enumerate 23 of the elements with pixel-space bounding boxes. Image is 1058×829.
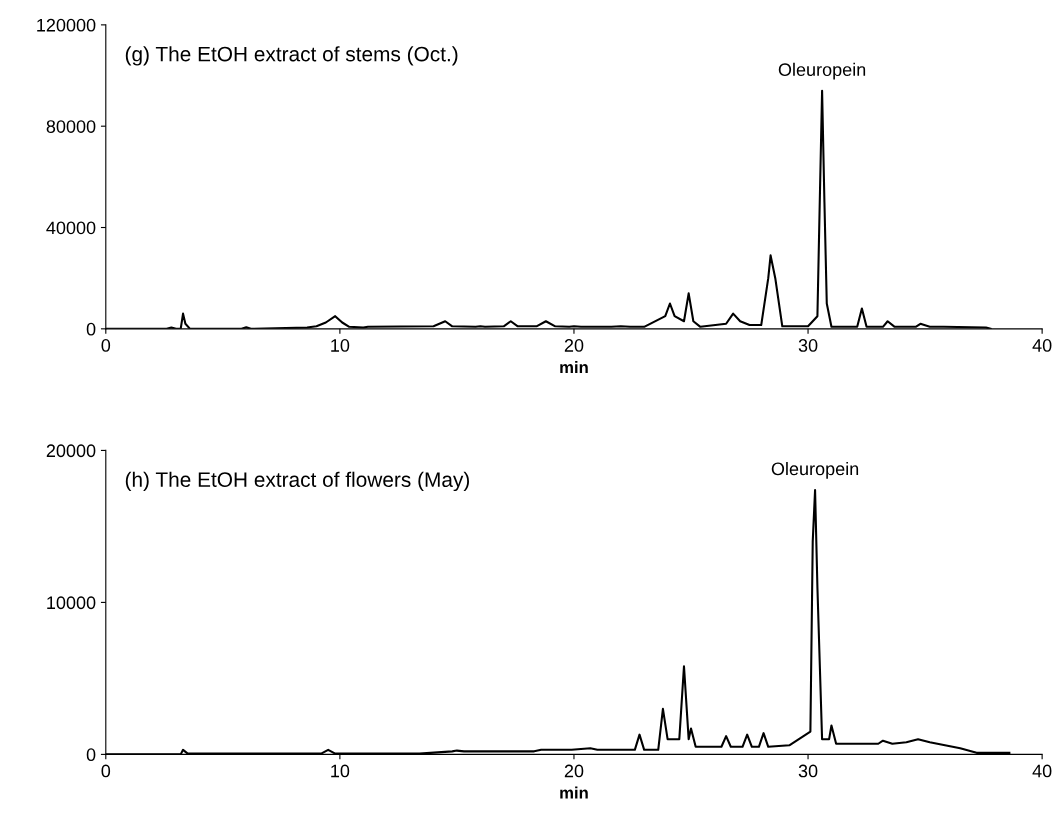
annotation: (g) The EtOH extract of stems (Oct.) <box>125 46 458 66</box>
x-tick-label: 0 <box>101 339 111 352</box>
y-tick-label: 10000 <box>47 596 96 610</box>
x-tick-label: 40 <box>1032 339 1052 352</box>
x-tick-label: 0 <box>101 764 111 778</box>
x-axis-title: min <box>560 786 588 799</box>
annotation: (h) The EtOH extract of flowers (May) <box>125 471 470 492</box>
y-tick-label: 0 <box>86 748 96 762</box>
y-tick-label: 0 <box>86 322 96 336</box>
annotation: Oleuropein <box>778 62 866 80</box>
annotation: Oleuropein <box>771 462 859 479</box>
y-tick-label: 80000 <box>46 120 96 133</box>
x-tick-label: 20 <box>564 764 584 778</box>
y-tick-label: 120000 <box>37 18 96 32</box>
x-tick-label: 40 <box>1032 764 1052 778</box>
y-tick-label: 40000 <box>46 221 96 235</box>
x-tick-label: 30 <box>798 764 818 778</box>
x-axis-title: min <box>560 360 588 374</box>
x-tick-label: 10 <box>331 339 350 352</box>
x-tick-label: 10 <box>331 764 350 778</box>
x-tick-label: 30 <box>798 339 818 352</box>
x-tick-label: 20 <box>564 339 584 352</box>
y-tick-label: 20000 <box>46 444 96 458</box>
